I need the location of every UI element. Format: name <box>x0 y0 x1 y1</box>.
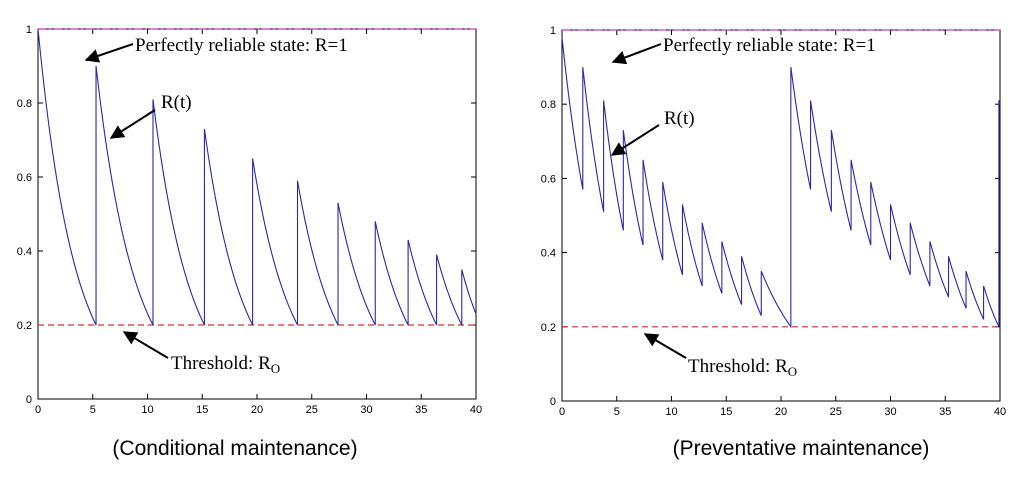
r-t-curve <box>37 28 477 326</box>
x-tick-label: 25 <box>830 406 842 418</box>
curve-label: R(t) <box>664 108 695 129</box>
x-tick-label: 30 <box>884 406 896 418</box>
x-tick-label: 5 <box>614 406 620 418</box>
x-tick-label: 40 <box>470 404 482 416</box>
chart-preventative: 0 0.2 0.4 0.6 0.8 1 0 5 10 15 20 25 30 35 40 Perfectl… <box>541 25 1006 460</box>
chart-conditional: 0 0.2 0.4 0.6 0.8 1 0 5 10 15 20 25 30 35 40 Perfectl… <box>17 24 482 460</box>
x-tick-label: 30 <box>360 404 372 416</box>
y-tick-label: 0.4 <box>17 246 32 258</box>
r-t-curve <box>561 37 1001 329</box>
x-tick-label: 10 <box>665 406 677 418</box>
curve-arrow <box>109 109 156 139</box>
x-tick-label: 0 <box>559 406 565 418</box>
y-axis-ticks: 0 0.2 0.4 0.6 0.8 1 <box>541 25 1000 408</box>
x-tick-label: 20 <box>775 406 787 418</box>
series-r-t <box>37 28 477 326</box>
chart-caption: (Preventative maintenance) <box>673 437 930 460</box>
x-tick-label: 15 <box>720 406 732 418</box>
y-tick-label: 1 <box>550 25 556 37</box>
x-axis-ticks: 0 5 10 15 20 25 30 35 40 <box>559 30 1006 418</box>
x-tick-label: 40 <box>994 406 1006 418</box>
y-tick-label: 0 <box>550 396 556 408</box>
y-tick-label: 0 <box>26 394 32 406</box>
plot-area <box>561 29 1001 402</box>
reliable-label: Perfectly reliable state: R=1 <box>663 35 876 56</box>
y-tick-label: 0.6 <box>17 172 32 184</box>
y-tick-label: 0.6 <box>541 173 556 185</box>
reference-lines <box>38 28 476 326</box>
series-r-t <box>561 37 1001 329</box>
threshold-text: Threshold: R <box>688 356 788 377</box>
chart-caption: (Conditional maintenance) <box>112 437 357 460</box>
plot-area <box>37 28 477 400</box>
x-tick-label: 35 <box>939 406 951 418</box>
y-tick-label: 0.8 <box>17 98 32 110</box>
threshold-subscript: O <box>271 361 280 376</box>
x-tick-label: 10 <box>141 404 153 416</box>
x-tick-label: 35 <box>415 404 427 416</box>
curve-label: R(t) <box>161 92 192 113</box>
y-tick-label: 0.2 <box>541 322 556 334</box>
x-tick-label: 25 <box>306 404 318 416</box>
curve-arrow <box>610 124 660 156</box>
x-axis-ticks: 0 5 10 15 20 25 30 35 40 <box>35 29 482 416</box>
threshold-arrow <box>122 331 169 359</box>
x-tick-label: 5 <box>90 404 96 416</box>
reliable-arrow <box>84 43 134 63</box>
y-tick-label: 0.2 <box>17 320 32 332</box>
y-tick-label: 1 <box>26 24 32 36</box>
y-tick-label: 0.4 <box>541 248 556 260</box>
reliable-arrow <box>611 43 662 65</box>
x-tick-label: 15 <box>196 404 208 416</box>
x-tick-label: 20 <box>251 404 263 416</box>
threshold-label: Threshold: RO <box>688 356 797 379</box>
threshold-arrow <box>643 333 687 359</box>
threshold-text: Threshold: R <box>171 353 271 374</box>
reliable-label: Perfectly reliable state: R=1 <box>135 35 348 56</box>
reference-lines <box>562 29 1000 328</box>
threshold-label: Threshold: RO <box>171 353 280 376</box>
threshold-subscript: O <box>788 364 797 379</box>
y-axis-ticks: 0 0.2 0.4 0.6 0.8 1 <box>17 24 476 406</box>
x-tick-label: 0 <box>35 404 41 416</box>
y-tick-label: 0.8 <box>541 99 556 111</box>
